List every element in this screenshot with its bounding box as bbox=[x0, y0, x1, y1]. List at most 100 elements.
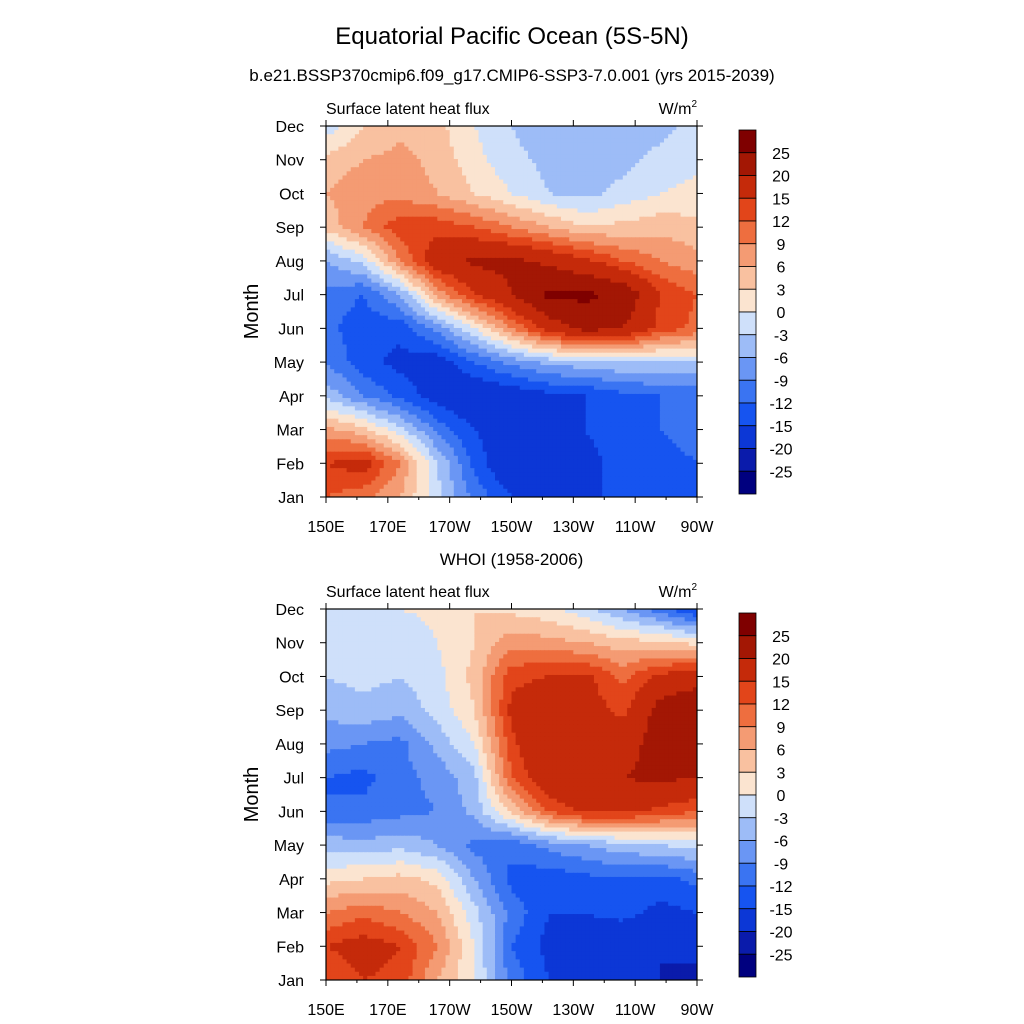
field-cell bbox=[523, 171, 529, 177]
field-cell bbox=[486, 327, 492, 333]
field-cell bbox=[400, 274, 405, 280]
field-cell bbox=[495, 249, 500, 255]
field-cell bbox=[346, 216, 352, 222]
field-cell bbox=[495, 286, 500, 292]
field-cell bbox=[441, 315, 447, 321]
field-cell bbox=[474, 191, 480, 197]
field-cell bbox=[326, 295, 331, 300]
field-cell bbox=[688, 348, 694, 354]
field-cell bbox=[647, 336, 653, 341]
field-cell bbox=[651, 266, 657, 271]
field-cell bbox=[688, 245, 694, 251]
field-cell bbox=[379, 303, 385, 308]
field-cell bbox=[462, 191, 467, 197]
field-cell bbox=[482, 163, 488, 168]
field-cell bbox=[602, 278, 607, 284]
field-cell bbox=[569, 286, 574, 292]
field-cell bbox=[692, 175, 697, 181]
field-cell bbox=[655, 134, 661, 139]
field-cell bbox=[486, 126, 492, 131]
field-cell bbox=[400, 146, 405, 152]
field-cell bbox=[540, 319, 546, 325]
field-cell bbox=[383, 233, 389, 238]
field-cell bbox=[354, 196, 360, 201]
field-cell bbox=[466, 295, 471, 300]
field-cell bbox=[457, 167, 463, 172]
field-cell bbox=[573, 233, 579, 238]
field-cell bbox=[684, 245, 690, 251]
field-cell bbox=[676, 142, 682, 148]
field-cell bbox=[692, 332, 697, 337]
field-cell bbox=[503, 249, 508, 255]
field-cell bbox=[672, 266, 677, 271]
field-cell bbox=[544, 311, 550, 317]
field-cell bbox=[647, 200, 653, 205]
field-cell bbox=[445, 290, 451, 296]
field-cell bbox=[433, 208, 438, 214]
field-cell bbox=[569, 142, 574, 148]
field-cell bbox=[606, 158, 612, 164]
field-cell bbox=[354, 175, 360, 181]
field-cell bbox=[585, 146, 591, 152]
field-cell bbox=[680, 307, 686, 313]
field-cell bbox=[420, 163, 426, 168]
field-cell bbox=[573, 323, 579, 329]
field-cell bbox=[507, 154, 513, 160]
field-cell bbox=[589, 154, 595, 160]
field-cell bbox=[540, 216, 546, 222]
field-cell bbox=[639, 163, 645, 168]
field-cell bbox=[342, 327, 348, 333]
field-cell bbox=[655, 175, 661, 181]
field-cell bbox=[482, 171, 488, 177]
field-cell bbox=[544, 245, 550, 251]
field-cell bbox=[610, 290, 616, 296]
field-cell bbox=[585, 237, 591, 243]
field-cell bbox=[577, 303, 583, 308]
field-cell bbox=[338, 224, 344, 230]
field-cell bbox=[647, 262, 653, 267]
field-cell bbox=[429, 245, 434, 251]
field-cell bbox=[358, 130, 364, 135]
field-cell bbox=[375, 241, 381, 247]
field-cell bbox=[688, 208, 694, 214]
field-cell bbox=[622, 179, 628, 185]
field-cell bbox=[523, 278, 529, 284]
field-cell bbox=[639, 336, 645, 341]
field-cell bbox=[626, 167, 632, 172]
field-cell bbox=[478, 336, 484, 341]
field-cell bbox=[680, 257, 686, 263]
field-cell bbox=[474, 212, 480, 218]
field-cell bbox=[614, 191, 620, 197]
field-cell bbox=[684, 323, 690, 329]
field-cell bbox=[684, 154, 690, 160]
field-cell bbox=[639, 257, 645, 263]
field-cell bbox=[400, 183, 405, 189]
field-cell bbox=[387, 126, 393, 131]
field-cell bbox=[495, 253, 500, 259]
field-cell bbox=[515, 307, 521, 313]
field-cell bbox=[363, 311, 368, 317]
field-cell bbox=[622, 332, 628, 337]
field-cell bbox=[412, 208, 418, 214]
field-cell bbox=[449, 138, 455, 144]
field-cell bbox=[416, 262, 422, 267]
field-cell bbox=[400, 196, 405, 201]
field-cell bbox=[367, 278, 372, 284]
field-cell bbox=[338, 257, 344, 263]
field-cell bbox=[647, 282, 653, 288]
field-cell bbox=[387, 332, 393, 337]
field-cell bbox=[507, 257, 513, 263]
field-cell bbox=[598, 187, 603, 193]
field-cell bbox=[664, 200, 669, 205]
field-cell bbox=[507, 323, 513, 329]
field-cell bbox=[532, 138, 537, 144]
field-cell bbox=[569, 154, 574, 160]
field-cell bbox=[540, 245, 546, 251]
field-cell bbox=[643, 286, 649, 292]
field-cell bbox=[346, 154, 352, 160]
field-cell bbox=[363, 163, 368, 168]
field-cell bbox=[367, 332, 372, 337]
field-cell bbox=[606, 126, 612, 131]
field-cell bbox=[424, 332, 430, 337]
field-cell bbox=[346, 146, 352, 152]
